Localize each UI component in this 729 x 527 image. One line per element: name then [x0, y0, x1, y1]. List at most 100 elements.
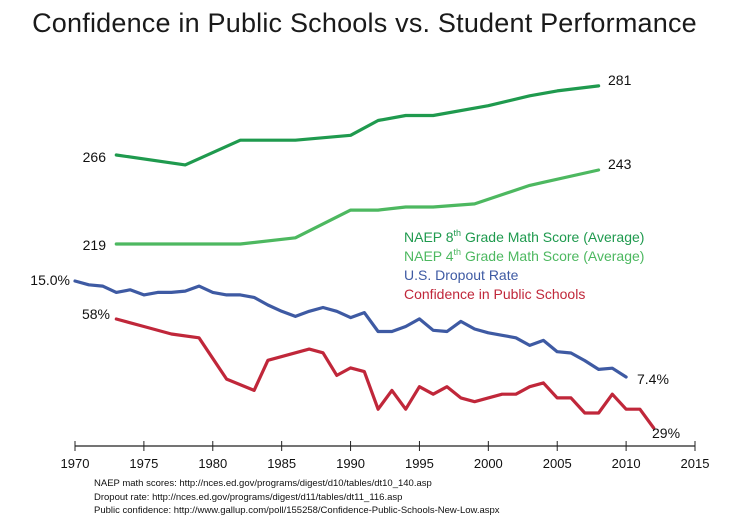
series-line — [114, 84, 601, 167]
data-point — [143, 325, 145, 328]
data-point — [404, 325, 407, 328]
data-point — [239, 243, 242, 245]
data-point — [446, 385, 448, 388]
legend-item: U.S. Dropout Rate — [404, 267, 519, 283]
data-point — [570, 397, 572, 399]
data-point — [129, 289, 131, 291]
series-end-label: 243 — [608, 156, 632, 172]
data-point — [156, 291, 159, 294]
data-point — [611, 367, 614, 369]
x-axis: 1970 1975 1980 1985 1990 1995 2000 2005 2010 2015 — [61, 441, 709, 471]
data-point — [115, 291, 118, 294]
series-start-label: 219 — [83, 237, 107, 253]
data-point — [611, 393, 614, 395]
data-point — [308, 310, 311, 313]
data-point — [184, 164, 187, 166]
data-point — [170, 291, 173, 294]
legend-item: NAEP 8th Grade Math Score (Average) — [404, 228, 644, 245]
series-end-label: 7.4% — [637, 371, 669, 387]
data-point — [267, 304, 269, 306]
x-tick-label: 1990 — [336, 456, 365, 471]
series-start-label: 266 — [83, 149, 107, 165]
data-point — [294, 139, 297, 141]
x-tick-label: 1995 — [405, 456, 434, 471]
legend: NAEP 8th Grade Math Score (Average) NAEP … — [404, 228, 644, 302]
x-tick-label: 2005 — [543, 456, 572, 471]
x-tick-label: 1975 — [129, 456, 158, 471]
data-point — [459, 320, 462, 323]
data-point — [515, 393, 517, 395]
data-point — [253, 296, 255, 299]
data-point — [542, 382, 545, 384]
data-point — [335, 310, 338, 313]
data-point — [294, 315, 297, 318]
data-point — [404, 114, 407, 117]
data-point — [432, 206, 435, 208]
data-point — [294, 237, 297, 239]
data-point — [280, 310, 283, 313]
data-point — [418, 318, 421, 320]
data-point — [184, 290, 187, 292]
data-point — [198, 285, 200, 287]
data-point — [349, 209, 352, 211]
data-point — [542, 339, 545, 342]
data-point — [597, 412, 600, 414]
data-point — [432, 393, 435, 395]
data-point — [597, 368, 600, 371]
data-point — [583, 412, 586, 414]
legend-item: Confidence in Public Schools — [404, 286, 585, 302]
data-point — [625, 376, 627, 378]
data-point — [239, 294, 242, 296]
data-point — [239, 139, 242, 141]
data-point — [597, 85, 600, 87]
source-dropout: Dropout rate: http://nces.ed.gov/program… — [94, 491, 403, 503]
data-point — [253, 389, 255, 392]
source-confidence: Public confidence: http://www.gallup.com… — [94, 505, 500, 516]
data-point — [335, 374, 338, 377]
series-lines — [73, 84, 656, 430]
data-point — [404, 408, 407, 411]
data-point — [349, 134, 352, 137]
data-point — [225, 294, 228, 296]
data-point — [528, 344, 531, 347]
data-point — [515, 337, 517, 339]
data-point — [473, 400, 476, 403]
data-point — [87, 283, 90, 286]
data-point — [473, 328, 476, 330]
x-tick-label: 1985 — [267, 456, 296, 471]
data-point — [625, 408, 627, 411]
data-point — [115, 154, 118, 156]
data-point — [528, 385, 531, 388]
series-line — [114, 317, 656, 430]
series-start-label: 58% — [82, 306, 110, 322]
data-point — [459, 397, 462, 399]
x-tick-label: 2000 — [474, 456, 503, 471]
data-point — [446, 330, 448, 333]
series-end-label: 281 — [608, 72, 632, 88]
data-point — [432, 114, 435, 117]
data-point — [583, 359, 586, 362]
data-point — [391, 330, 393, 333]
data-point — [377, 209, 379, 211]
data-point — [322, 352, 324, 354]
data-point — [597, 169, 600, 171]
data-point — [363, 311, 366, 314]
data-point — [639, 408, 641, 411]
data-point — [363, 370, 366, 373]
data-point — [211, 291, 214, 294]
x-tick-label: 1980 — [198, 456, 227, 471]
data-point — [143, 294, 145, 296]
data-point — [556, 397, 559, 399]
data-point — [391, 389, 393, 392]
data-point — [501, 334, 503, 337]
series-end-labels: 266 281 219 243 15.0% 7.4% 58% 29% — [30, 72, 680, 441]
data-point — [74, 280, 76, 282]
data-point — [377, 408, 379, 411]
data-point — [225, 378, 228, 380]
data-point — [487, 104, 490, 107]
data-point — [570, 352, 572, 354]
data-point — [322, 306, 324, 309]
data-point — [115, 243, 118, 245]
data-point — [308, 348, 311, 350]
